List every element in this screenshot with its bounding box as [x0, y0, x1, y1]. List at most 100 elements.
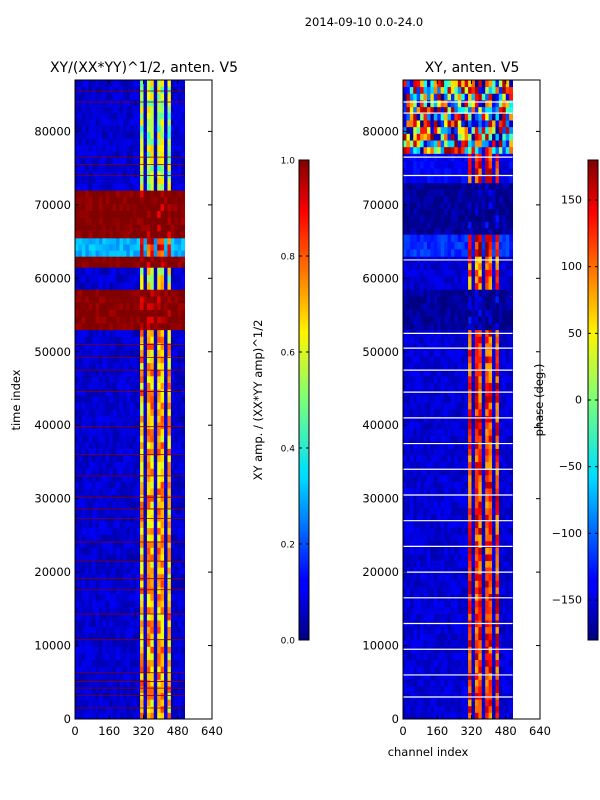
heatmap-cell: [112, 157, 117, 165]
heatmap-cell: [136, 593, 141, 601]
heatmap-cell: [167, 112, 172, 120]
heatmap-cell: [485, 580, 490, 588]
heatmap-cell: [416, 686, 421, 694]
heatmap-cell: [126, 210, 131, 218]
heatmap-cell: [75, 389, 79, 397]
heatmap-cell: [133, 441, 138, 449]
heatmap-cell: [143, 712, 148, 720]
heatmap-cell: [478, 415, 483, 423]
heatmap-cell: [454, 395, 459, 403]
heatmap-cell: [174, 567, 179, 575]
heatmap-cell: [136, 369, 141, 377]
heatmap-cell: [181, 567, 186, 575]
heatmap-cell: [481, 382, 486, 390]
heatmap-cell: [143, 281, 148, 290]
heatmap-cell: [413, 494, 418, 502]
heatmap-cell: [164, 488, 168, 496]
heatmap-cell: [485, 375, 490, 383]
heatmap-cell: [98, 151, 103, 159]
heatmap-cell: [447, 474, 452, 482]
heatmap-cell: [492, 600, 496, 608]
heatmap-cell: [150, 606, 155, 614]
heatmap-cell: [409, 435, 414, 443]
heatmap-cell: [454, 540, 459, 548]
heatmap-cell: [133, 554, 138, 562]
heatmap-cell: [174, 316, 179, 324]
heatmap-cell: [430, 633, 435, 641]
heatmap-cell: [81, 415, 86, 423]
heatmap-cell: [170, 686, 175, 694]
heatmap-cell: [474, 587, 479, 595]
heatmap-cell: [98, 639, 103, 647]
heatmap-cell: [406, 666, 411, 674]
heatmap-cell: [177, 296, 182, 304]
heatmap-cell: [481, 580, 486, 588]
heatmap-cell: [413, 686, 418, 694]
heatmap-cell: [409, 653, 414, 661]
heatmap-cell: [129, 422, 134, 430]
heatmap-cell: [164, 231, 168, 239]
heatmap-cell: [150, 514, 155, 522]
heatmap-cell: [105, 527, 110, 535]
heatmap-cell: [112, 587, 117, 595]
heatmap-cell: [464, 395, 469, 403]
heatmap-cell: [112, 402, 117, 410]
heatmap-cell: [177, 329, 182, 337]
heatmap-cell: [136, 547, 141, 555]
heatmap-cell: [119, 554, 124, 562]
heatmap-cell: [105, 573, 110, 581]
heatmap-cell: [167, 382, 172, 390]
heatmap-cell: [102, 382, 107, 390]
heatmap-cell: [140, 289, 144, 297]
heatmap-cell: [177, 356, 182, 364]
heatmap-cell: [81, 712, 86, 720]
heatmap-cell: [481, 415, 486, 423]
heatmap-cell: [177, 593, 182, 601]
heatmap-cell: [454, 659, 459, 667]
heatmap-cell: [146, 659, 151, 667]
heatmap-cell: [112, 593, 117, 601]
heatmap-cell: [164, 468, 168, 476]
heatmap-cell: [403, 613, 407, 621]
heatmap-cell: [129, 408, 134, 416]
heatmap-cell: [492, 501, 496, 509]
heatmap-cell: [119, 540, 124, 548]
heatmap-cell: [474, 369, 479, 377]
heatmap-cell: [167, 699, 172, 707]
heatmap-cell: [471, 428, 476, 436]
heatmap-cell: [505, 441, 510, 449]
heatmap-cell: [157, 540, 162, 548]
heatmap-cell: [170, 422, 175, 430]
heatmap-cell: [164, 481, 168, 489]
heatmap-cell: [454, 666, 459, 674]
heatmap-cell: [129, 468, 134, 476]
heatmap-cell: [140, 567, 144, 575]
heatmap-cell: [157, 289, 162, 297]
heatmap-cell: [478, 468, 483, 476]
heatmap-cell: [95, 131, 100, 139]
heatmap-cell: [92, 289, 96, 297]
heatmap-cell: [461, 461, 466, 469]
heatmap-cell: [495, 349, 500, 357]
heatmap-cell: [403, 435, 407, 443]
heatmap-cell: [426, 547, 431, 555]
heatmap-cell: [488, 455, 493, 463]
heatmap-cell: [160, 164, 165, 172]
heatmap-cell: [177, 170, 182, 178]
heatmap-cell: [78, 196, 83, 205]
heatmap-cell: [88, 712, 93, 720]
heatmap-cell: [488, 672, 493, 680]
heatmap-cell: [170, 534, 175, 542]
colorbar-tick-label: 0.8: [281, 253, 296, 263]
heatmap-cell: [423, 441, 428, 449]
heatmap-cell: [75, 302, 79, 310]
heatmap-cell: [450, 646, 455, 654]
heatmap-cell: [450, 435, 455, 443]
heatmap-cell: [167, 342, 172, 350]
heatmap-cell: [481, 455, 486, 463]
heatmap-cell: [136, 514, 141, 522]
heatmap-cell: [78, 567, 83, 575]
heatmap-cell: [116, 428, 120, 436]
heatmap-cell: [88, 646, 93, 654]
heatmap-cell: [157, 580, 162, 588]
